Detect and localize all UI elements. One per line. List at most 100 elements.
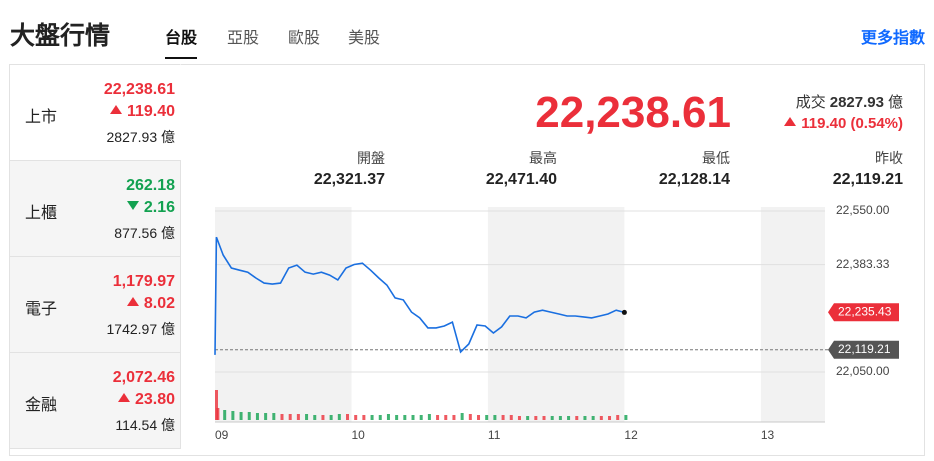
x-tick-label: 10 — [351, 428, 365, 442]
volume-bar — [354, 415, 358, 420]
item-name: 金融 — [25, 397, 58, 414]
volume-bar — [599, 416, 603, 420]
volume-bar — [247, 412, 251, 420]
volume-bar — [403, 415, 407, 420]
volume-bar — [509, 415, 513, 420]
volume-bar — [427, 414, 431, 420]
sidebar-item[interactable] — [9, 160, 181, 257]
item-volume: 877.56 億 — [114, 225, 175, 241]
change-arrow — [784, 117, 797, 126]
reference-tag — [828, 340, 899, 359]
item-change: 2.16 — [126, 199, 175, 217]
stat-value: 22,471.40 — [485, 171, 557, 188]
volume-bar — [370, 415, 374, 420]
x-tick-label: 13 — [761, 428, 775, 442]
tab[interactable]: 亞股 — [227, 30, 260, 47]
stat-label: 最高 — [529, 150, 557, 166]
item-volume: 2827.93 億 — [106, 129, 176, 145]
x-tick-label: 12 — [624, 428, 638, 442]
volume-bar — [255, 413, 259, 420]
volume-bar — [321, 415, 325, 420]
item-change: 23.80 — [117, 391, 175, 409]
change-value: 23.80 — [134, 391, 175, 408]
stat-label: 最低 — [702, 150, 730, 166]
volume-bar — [608, 416, 612, 420]
volume-bar — [223, 410, 227, 420]
sidebar-item[interactable] — [9, 352, 181, 449]
y-tick-label: 22,550.00 — [836, 203, 890, 217]
volume-bar — [296, 414, 300, 420]
sidebar-item[interactable] — [9, 256, 181, 353]
item-price: 22,238.61 — [103, 81, 175, 98]
stat-value: 22,119.21 — [832, 171, 903, 188]
price-line — [214, 236, 625, 355]
volume-bar — [616, 415, 620, 420]
volume-bar — [216, 408, 220, 420]
y-tick-label: 22,383.33 — [836, 257, 890, 271]
item-volume: 1742.97 億 — [106, 321, 176, 337]
volume-bar — [411, 415, 415, 420]
tab[interactable]: 美股 — [348, 30, 381, 47]
stat-value: 22,128.14 — [658, 171, 730, 188]
item-change: 119.40 — [109, 103, 175, 121]
change-value: 2.16 — [143, 199, 175, 216]
volume-bar — [288, 414, 292, 420]
volume-bar — [272, 413, 276, 420]
volume-bar — [378, 415, 382, 420]
volume-bar — [534, 416, 538, 420]
volume-bar — [501, 415, 505, 420]
volume-bar — [493, 415, 497, 420]
volume-bar — [477, 415, 481, 420]
quote-volume-label: 成交 — [795, 94, 826, 111]
volume-bar — [575, 416, 579, 420]
volume-bar — [517, 416, 521, 420]
volume-bar — [436, 415, 440, 420]
x-tick-label: 11 — [488, 428, 501, 442]
volume-bar — [558, 416, 562, 420]
tab[interactable]: 歐股 — [288, 30, 321, 47]
volume-bar — [468, 414, 472, 420]
volume-bar — [337, 414, 341, 420]
volume-bar — [624, 415, 628, 420]
item-volume: 114.54 億 — [115, 417, 175, 433]
more-link[interactable]: 更多指數 — [860, 30, 925, 47]
page-title: 大盤行情 — [10, 22, 111, 50]
last-point — [621, 309, 627, 315]
stat-label: 開盤 — [357, 150, 385, 166]
volume-bar — [239, 412, 243, 420]
volume-bar — [452, 415, 456, 420]
volume-bar — [567, 416, 571, 420]
change-value: 119.40 — [126, 103, 175, 120]
volume-bar — [460, 413, 464, 420]
volume-bar — [386, 414, 390, 420]
volume-bar — [215, 390, 218, 420]
session-band — [760, 207, 825, 422]
volume-bar — [231, 411, 235, 420]
item-price: 262.18 — [126, 177, 175, 194]
item-name: 上市 — [25, 109, 58, 126]
item-change: 8.02 — [126, 295, 175, 313]
change-value: 8.02 — [143, 295, 175, 312]
volume-bar — [395, 415, 399, 420]
reference-label: 22,119.21 — [838, 342, 891, 356]
item-name: 上櫃 — [25, 205, 58, 222]
sidebar-item[interactable] — [9, 64, 181, 161]
quote-volume: 成交 2827.93 億 — [796, 91, 903, 112]
volume-bar — [329, 415, 333, 420]
change-arrow — [117, 393, 130, 402]
change-value: 119.40 (0.54%) — [801, 115, 903, 132]
volume-bar — [313, 415, 317, 420]
quote-change: 119.40 (0.54%) — [784, 115, 903, 132]
volume-bar — [583, 416, 587, 420]
volume-bar — [346, 414, 350, 420]
quote-price: 22,238.61 — [535, 88, 731, 137]
current-label: 22,235.43 — [838, 304, 892, 318]
tab[interactable]: 台股 — [165, 24, 198, 59]
change-arrow — [109, 105, 122, 114]
item-name: 電子 — [25, 301, 58, 318]
volume-bar — [419, 415, 423, 420]
volume-bar — [542, 416, 546, 420]
x-tick-label: 09 — [215, 428, 229, 442]
